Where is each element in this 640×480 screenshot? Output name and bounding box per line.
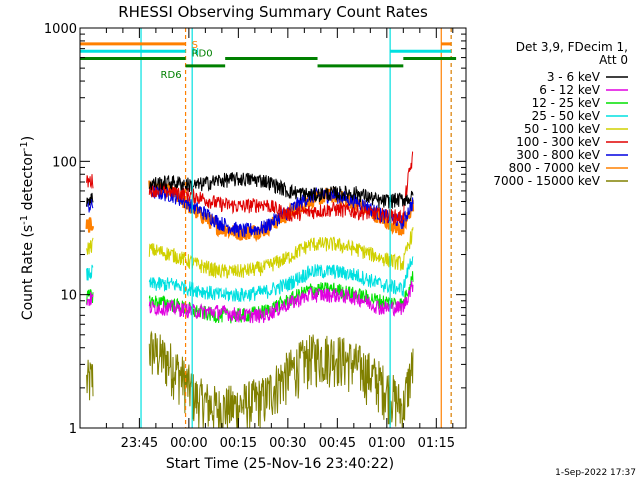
y-tick-label-2: 100 xyxy=(52,155,77,170)
y-axis-label-mid: detector xyxy=(20,151,36,215)
legend-label-8: 7000 - 15000 keV xyxy=(493,174,600,188)
flag-label-rd0: RD0 xyxy=(192,49,213,60)
legend-label-6: 300 - 800 keV xyxy=(516,148,600,162)
series-line-1-part-1 xyxy=(86,292,94,306)
legend-label-5: 100 - 300 keV xyxy=(516,135,600,149)
legend-label-3: 25 - 50 keV xyxy=(532,109,601,123)
x-tick-label-2: 00:15 xyxy=(220,436,257,451)
x-tick-label-0: 23:45 xyxy=(121,436,158,451)
x-tick-label-4: 00:45 xyxy=(319,436,356,451)
y-axis-label-end: ) xyxy=(20,136,36,141)
legend-header-line1: Det 3,9, FDecim 1, xyxy=(516,40,628,54)
series-line-7-part-1 xyxy=(85,217,95,233)
series-line-4-part-1 xyxy=(86,237,94,255)
series-line-3-part-2 xyxy=(148,256,414,303)
flag-label-s: S xyxy=(192,40,198,51)
x-tick-label-3: 00:30 xyxy=(269,436,306,451)
series-line-0-part-1 xyxy=(86,192,94,207)
flag-label-n: N xyxy=(192,47,199,58)
flag-label-rd6: RD6 xyxy=(161,70,182,81)
x-tick-label-5: 01:00 xyxy=(368,436,405,451)
chart-title: RHESSI Observing Summary Count Rates xyxy=(118,3,428,21)
series-line-5-part-1 xyxy=(86,174,94,189)
legend-label-4: 50 - 100 keV xyxy=(524,122,601,136)
legend-label-1: 6 - 12 keV xyxy=(539,83,601,97)
plot-frame xyxy=(79,27,467,429)
y-axis-label-main: Count Rate (s xyxy=(20,225,36,320)
x-axis-label: Start Time (25-Nov-16 23:40:22) xyxy=(166,456,394,472)
series-line-1-part-2 xyxy=(148,280,414,324)
footer-date: 1-Sep-2022 17:37 xyxy=(555,468,636,478)
legend-label-7: 800 - 7000 keV xyxy=(509,161,601,175)
series-line-8-part-1 xyxy=(86,359,94,401)
y-axis-label: Count Rate (s-1 detector-1) xyxy=(19,136,36,320)
series-line-3-part-1 xyxy=(86,264,94,281)
y-axis-label-sup1: -1 xyxy=(19,215,30,225)
x-tick-label-6: 01:15 xyxy=(418,436,455,451)
y-tick-label-0: 1 xyxy=(69,422,77,437)
series-line-8-part-2 xyxy=(148,330,414,429)
legend-label-2: 12 - 25 keV xyxy=(532,96,601,110)
series-line-0-part-2 xyxy=(148,172,414,210)
series-line-5-part-2 xyxy=(148,151,414,226)
y-axis: 1 10 100 1000 xyxy=(44,22,466,437)
y-tick-label-1: 10 xyxy=(60,289,77,304)
legend-label-0: 3 - 6 keV xyxy=(547,70,601,84)
y-tick-label-3: 1000 xyxy=(44,22,77,37)
y-axis-label-sup2: -1 xyxy=(19,141,30,151)
series-line-4-part-2 xyxy=(148,227,414,279)
x-tick-label-1: 00:00 xyxy=(170,436,207,451)
x-axis: 23:45 00:00 00:15 00:30 00:45 01:00 01:15 xyxy=(105,28,455,451)
legend-header-line2: Att 0 xyxy=(599,53,628,67)
